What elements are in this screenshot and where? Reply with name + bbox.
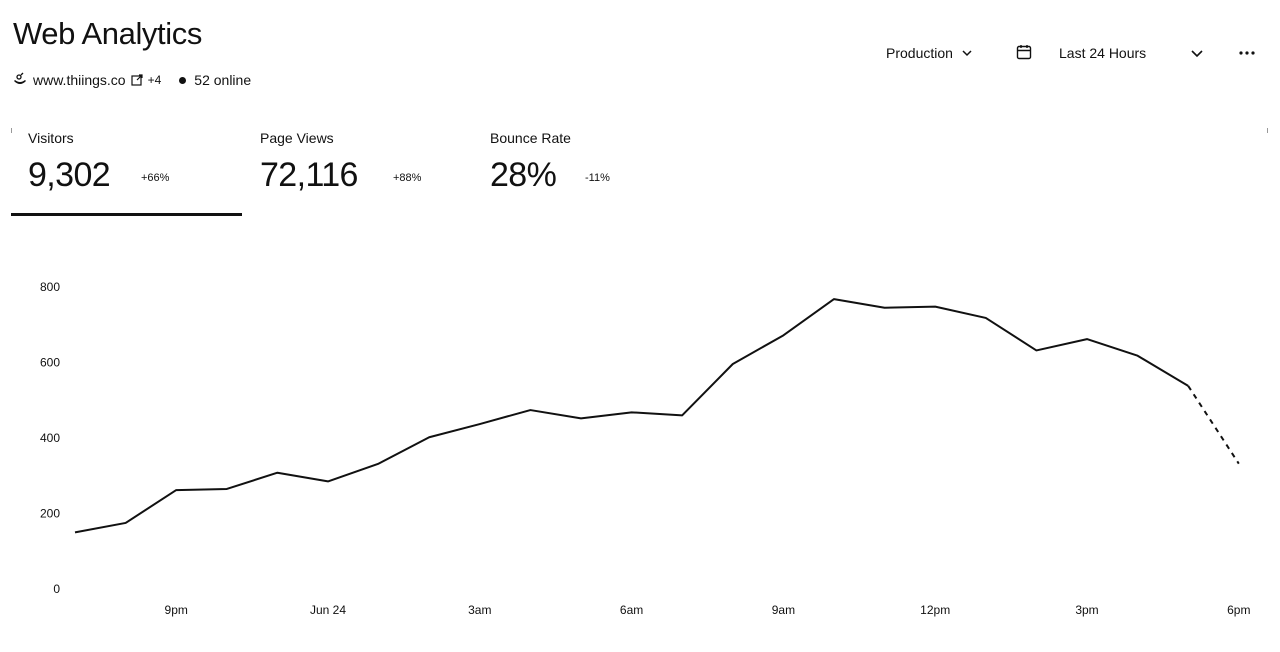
chevron-down-icon xyxy=(962,50,972,57)
x-tick-label: 9pm xyxy=(165,603,188,617)
x-tick-label: 3am xyxy=(468,603,491,617)
data-point[interactable] xyxy=(221,483,233,495)
data-point[interactable] xyxy=(1132,350,1144,362)
external-link-icon[interactable] xyxy=(130,74,143,86)
calendar-icon[interactable] xyxy=(1016,44,1032,60)
y-tick-label: 400 xyxy=(40,431,60,445)
data-point[interactable] xyxy=(575,412,587,424)
selected-metric-underline xyxy=(11,213,242,216)
metric-delta: -11% xyxy=(585,172,610,184)
x-tick-label: 6pm xyxy=(1227,603,1250,617)
metric-delta: +88% xyxy=(393,172,422,184)
x-tick-label: 12pm xyxy=(920,603,950,617)
divider-tick xyxy=(11,128,12,133)
x-tick-label: Jun 24 xyxy=(310,603,346,617)
visitors-series-line xyxy=(74,298,1189,534)
data-point[interactable] xyxy=(423,431,435,443)
chevron-down-icon[interactable] xyxy=(1190,46,1204,60)
data-point[interactable] xyxy=(980,312,992,324)
metric-label: Visitors xyxy=(28,130,74,146)
data-point[interactable] xyxy=(1182,380,1194,392)
data-point[interactable] xyxy=(828,293,840,305)
divider-tick xyxy=(1267,128,1268,133)
metric-value: 28% xyxy=(490,156,557,194)
visitors-line-chart: 0 200 400 600 800 9pm Jun 24 3am 6am 9am 12pm 3pm 6p… xyxy=(40,280,1251,617)
metric-value: 9,302 xyxy=(28,156,111,194)
data-point[interactable] xyxy=(727,358,739,370)
data-point[interactable] xyxy=(929,301,941,313)
data-point[interactable] xyxy=(1233,458,1245,470)
online-count: 52 online xyxy=(194,72,252,88)
y-tick-label: 200 xyxy=(40,507,60,521)
online-indicator-icon xyxy=(179,76,187,84)
y-tick-label: 800 xyxy=(40,280,60,294)
data-point[interactable] xyxy=(676,409,688,421)
more-sites-count[interactable]: +4 xyxy=(147,73,162,87)
data-point[interactable] xyxy=(120,517,132,529)
data-point[interactable] xyxy=(271,467,283,479)
metric-visitors[interactable]: Visitors 9,302 +66% xyxy=(28,128,228,216)
date-range-select[interactable]: Last 24 Hours xyxy=(1059,40,1146,66)
metric-label: Bounce Rate xyxy=(490,130,571,146)
site-row: www.thiings.co +4 52 online xyxy=(12,70,251,90)
environment-select[interactable]: Production xyxy=(886,40,973,66)
page-title: Web Analytics xyxy=(13,16,202,51)
data-point[interactable] xyxy=(69,526,81,538)
x-tick-label: 6am xyxy=(620,603,643,617)
metric-value: 72,116 xyxy=(260,156,358,194)
y-tick-label: 600 xyxy=(40,356,60,370)
data-point[interactable] xyxy=(777,329,789,341)
more-icon[interactable] xyxy=(1238,44,1256,62)
data-point[interactable] xyxy=(474,418,486,430)
data-point[interactable] xyxy=(373,458,385,470)
data-point[interactable] xyxy=(1030,344,1042,356)
metric-bounce-rate[interactable]: Bounce Rate 28% -11% xyxy=(490,128,690,216)
data-point[interactable] xyxy=(879,302,891,314)
data-point[interactable] xyxy=(1081,333,1093,345)
date-range-label: Last 24 Hours xyxy=(1059,45,1147,61)
data-point[interactable] xyxy=(626,406,638,418)
data-point[interactable] xyxy=(322,475,334,487)
environment-label: Production xyxy=(886,45,953,61)
x-tick-label: 3pm xyxy=(1075,603,1098,617)
site-link[interactable]: www.thiings.co xyxy=(33,72,126,88)
site-logo-icon xyxy=(14,72,26,84)
data-point[interactable] xyxy=(524,404,536,416)
visitors-projected-line xyxy=(1187,385,1240,465)
metric-label: Page Views xyxy=(260,130,334,146)
metric-page-views[interactable]: Page Views 72,116 +88% xyxy=(260,128,460,216)
data-point[interactable] xyxy=(170,484,182,496)
metric-delta: +66% xyxy=(141,172,170,184)
y-tick-label: 0 xyxy=(53,582,60,596)
x-tick-label: 9am xyxy=(772,603,795,617)
